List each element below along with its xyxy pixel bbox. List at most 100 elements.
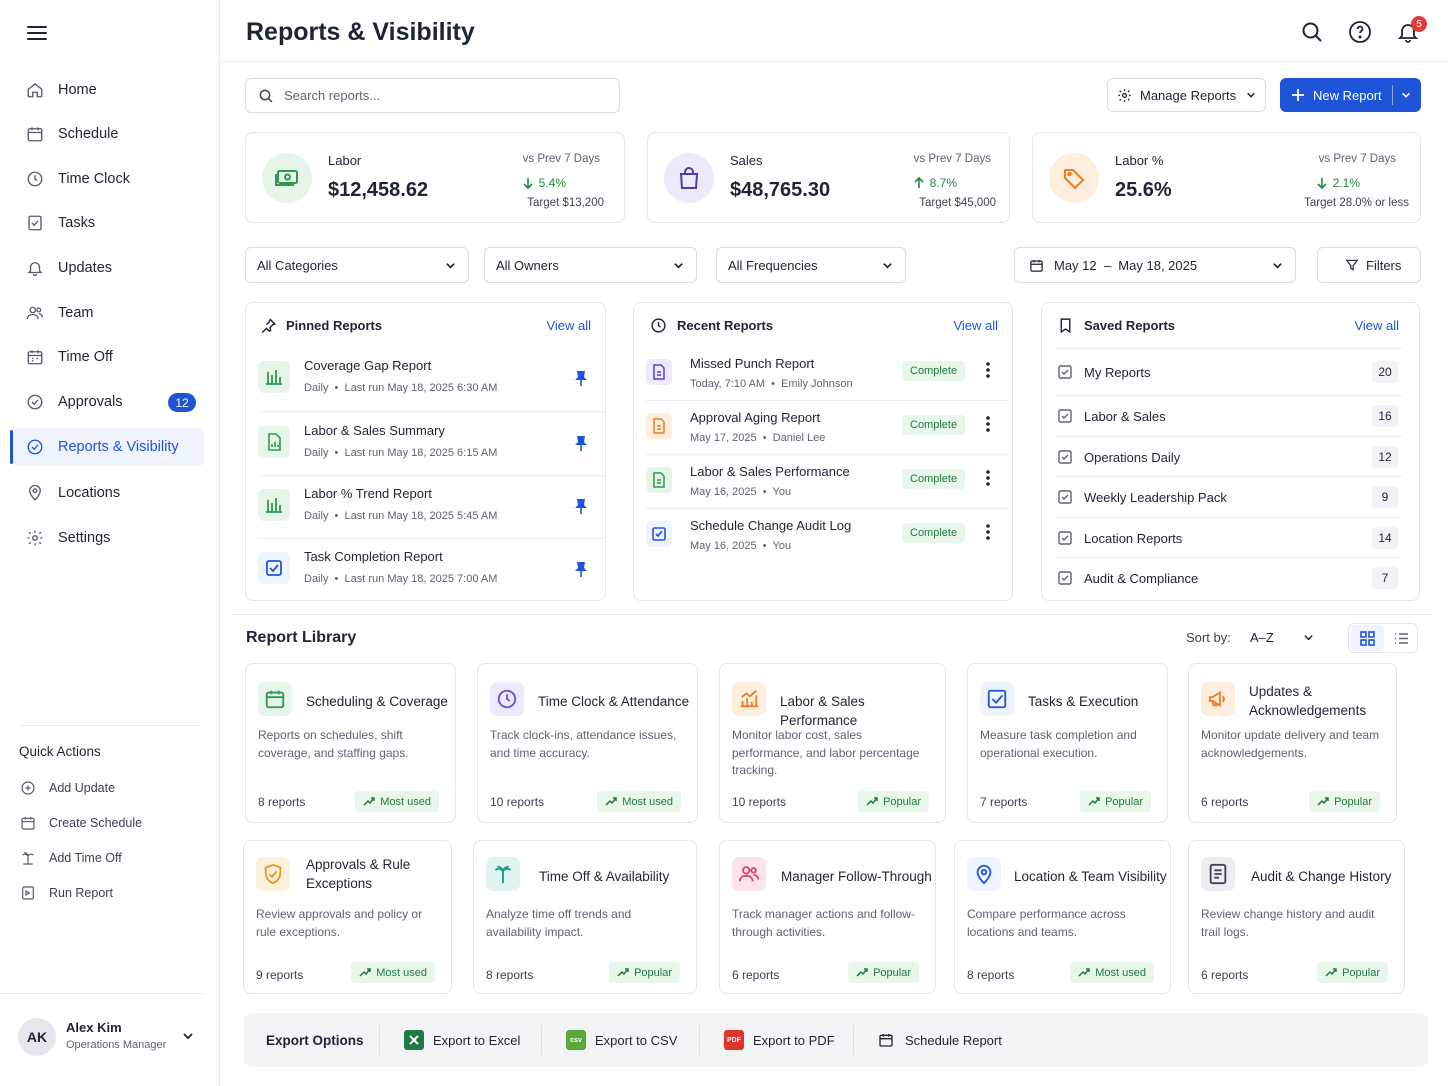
card-title: Labor & Sales Performance [780, 694, 865, 728]
list-item[interactable]: Labor & Sales Performance May 16, 2025 •… [646, 459, 1008, 513]
divider [379, 1025, 380, 1055]
sidebar-item-locations[interactable]: Locations [12, 474, 204, 512]
chevron-down-icon[interactable] [1401, 90, 1411, 100]
saved-report-item[interactable]: Location Reports 14 [1056, 519, 1402, 559]
list-item[interactable]: Schedule Change Audit Log May 16, 2025 •… [646, 513, 1008, 567]
view-all-link[interactable]: View all [1354, 318, 1399, 333]
manage-reports-button[interactable]: Manage Reports [1107, 78, 1266, 112]
chevron-down-icon[interactable] [182, 1030, 194, 1042]
report-category-card[interactable]: Approvals & Rule Exceptions Review appro… [243, 840, 452, 994]
more-options-icon[interactable] [982, 360, 994, 380]
funnel-icon [1345, 258, 1359, 272]
view-all-link[interactable]: View all [953, 318, 998, 333]
pin-icon[interactable] [574, 561, 588, 577]
notification-bell-icon[interactable] [1396, 20, 1420, 44]
quick-action-add-update[interactable]: Add Update [20, 780, 115, 796]
tag-icon [1049, 153, 1099, 203]
sidebar-item-approvals[interactable]: Approvals 12 [12, 383, 204, 421]
kpi-delta: 5.4% [522, 176, 566, 190]
new-report-button[interactable]: New Report [1280, 78, 1421, 112]
export-csv-button[interactable]: csv Export to CSV [566, 1030, 677, 1050]
more-options-icon[interactable] [982, 414, 994, 434]
arrow-down-icon [522, 177, 534, 189]
more-options-icon[interactable] [982, 522, 994, 542]
sidebar-item-schedule[interactable]: Schedule [12, 115, 204, 153]
kpi-card-labor-percent[interactable]: Labor % 25.6% vs Prev 7 Days 2.1% Target… [1032, 132, 1421, 223]
sidebar-item-time-off[interactable]: Time Off [12, 338, 204, 376]
search-icon[interactable] [1300, 20, 1324, 44]
sidebar-item-updates[interactable]: Updates [12, 249, 204, 287]
pin-icon[interactable] [574, 498, 588, 514]
quick-action-run-report[interactable]: Run Report [20, 885, 113, 901]
pin-icon[interactable] [574, 435, 588, 451]
usage-badge: Popular [858, 791, 929, 812]
category-filter-dropdown[interactable]: All Categories [245, 247, 469, 283]
search-box[interactable] [245, 78, 620, 113]
report-category-card[interactable]: Location & Team Visibility Compare perfo… [954, 840, 1171, 994]
report-category-card[interactable]: Scheduling & Coverage Reports on schedul… [245, 663, 456, 823]
csv-file-icon: csv [566, 1030, 586, 1050]
report-category-card[interactable]: Updates & Acknowledgements Monitor updat… [1188, 663, 1397, 823]
menu-icon[interactable] [26, 24, 48, 42]
saved-report-item[interactable]: Labor & Sales 16 [1056, 397, 1402, 437]
sidebar-item-team[interactable]: Team [12, 294, 204, 332]
list-item[interactable]: Labor % Trend Report Daily • Last run Ma… [258, 477, 606, 539]
filters-button[interactable]: Filters [1317, 247, 1421, 283]
report-category-card[interactable]: Time Off & Availability Analyze time off… [473, 840, 697, 994]
view-all-link[interactable]: View all [546, 318, 591, 333]
bar-chart-icon [732, 682, 766, 716]
kpi-card-labor[interactable]: Labor $12,458.62 vs Prev 7 Days 5.4% Tar… [245, 132, 625, 223]
location-pin-icon [26, 484, 44, 502]
report-count: 8 reports [258, 795, 306, 809]
sidebar-item-label: Approvals [58, 394, 123, 410]
search-input[interactable] [284, 88, 604, 103]
card-title: Updates & Acknowledgements [1249, 684, 1367, 718]
section-divider [232, 614, 1432, 615]
saved-report-item[interactable]: My Reports 20 [1056, 353, 1402, 393]
owner-filter-dropdown[interactable]: All Owners [484, 247, 697, 283]
sidebar-item-home[interactable]: Home [12, 71, 204, 109]
list-item[interactable]: Labor & Sales Summary Daily • Last run M… [258, 414, 606, 476]
sidebar-item-tasks[interactable]: Tasks [12, 204, 204, 242]
pin-icon[interactable] [574, 370, 588, 386]
frequency-filter-dropdown[interactable]: All Frequencies [716, 247, 906, 283]
list-item[interactable]: Coverage Gap Report Daily • Last run May… [258, 349, 606, 411]
card-title: Tasks & Execution [1028, 694, 1139, 709]
report-category-card[interactable]: Time Clock & Attendance Track clock-ins,… [477, 663, 698, 823]
user-name: Alex Kim [66, 1020, 122, 1035]
usage-badge: Popular [848, 962, 919, 983]
saved-report-item[interactable]: Audit & Compliance 7 [1056, 559, 1402, 599]
count-badge: 12 [1372, 446, 1398, 468]
export-excel-button[interactable]: Export to Excel [404, 1030, 520, 1050]
report-category-card[interactable]: Labor & Sales Performance Monitor labor … [719, 663, 946, 823]
kpi-card-sales[interactable]: Sales $48,765.30 vs Prev 7 Days 8.7% Tar… [647, 132, 1010, 223]
saved-report-item[interactable]: Operations Daily 12 [1056, 438, 1402, 478]
search-icon [258, 88, 274, 104]
schedule-report-button[interactable]: Schedule Report [876, 1030, 1002, 1050]
chevron-down-icon[interactable] [1303, 632, 1314, 643]
saved-report-item[interactable]: Weekly Leadership Pack 9 [1056, 478, 1402, 518]
user-profile[interactable]: AK Alex Kim Operations Manager [18, 1018, 204, 1058]
report-category-card[interactable]: Manager Follow-Through Track manager act… [719, 840, 936, 994]
card-description: Measure task completion and operational … [980, 728, 1137, 760]
list-view-icon[interactable] [1385, 625, 1417, 651]
more-options-icon[interactable] [982, 468, 994, 488]
sidebar-item-reports-visibility[interactable]: Reports & Visibility [10, 428, 204, 466]
megaphone-icon [1201, 682, 1235, 716]
grid-view-icon[interactable] [1350, 625, 1384, 651]
quick-action-add-time-off[interactable]: Add Time Off [20, 850, 122, 866]
export-pdf-button[interactable]: PDF Export to PDF [724, 1030, 835, 1050]
report-category-card[interactable]: Audit & Change History Review change his… [1188, 840, 1405, 994]
sidebar-item-settings[interactable]: Settings [12, 519, 204, 557]
bar-chart-icon [258, 361, 290, 393]
sidebar-item-time-clock[interactable]: Time Clock [12, 160, 204, 198]
sort-dropdown[interactable]: A–Z [1250, 630, 1274, 645]
quick-action-create-schedule[interactable]: Create Schedule [20, 815, 142, 831]
report-category-card[interactable]: Tasks & Execution Measure task completio… [967, 663, 1168, 823]
list-item[interactable]: Approval Aging Report May 17, 2025 • Dan… [646, 405, 1008, 459]
date-range-picker[interactable]: May 12 – May 18, 2025 [1014, 247, 1296, 283]
help-icon[interactable] [1348, 20, 1372, 44]
checkbox-icon [1058, 531, 1072, 545]
list-item[interactable]: Missed Punch Report Today, 7:10 AM • Emi… [646, 351, 1008, 405]
list-item[interactable]: Task Completion Report Daily • Last run … [258, 540, 606, 602]
